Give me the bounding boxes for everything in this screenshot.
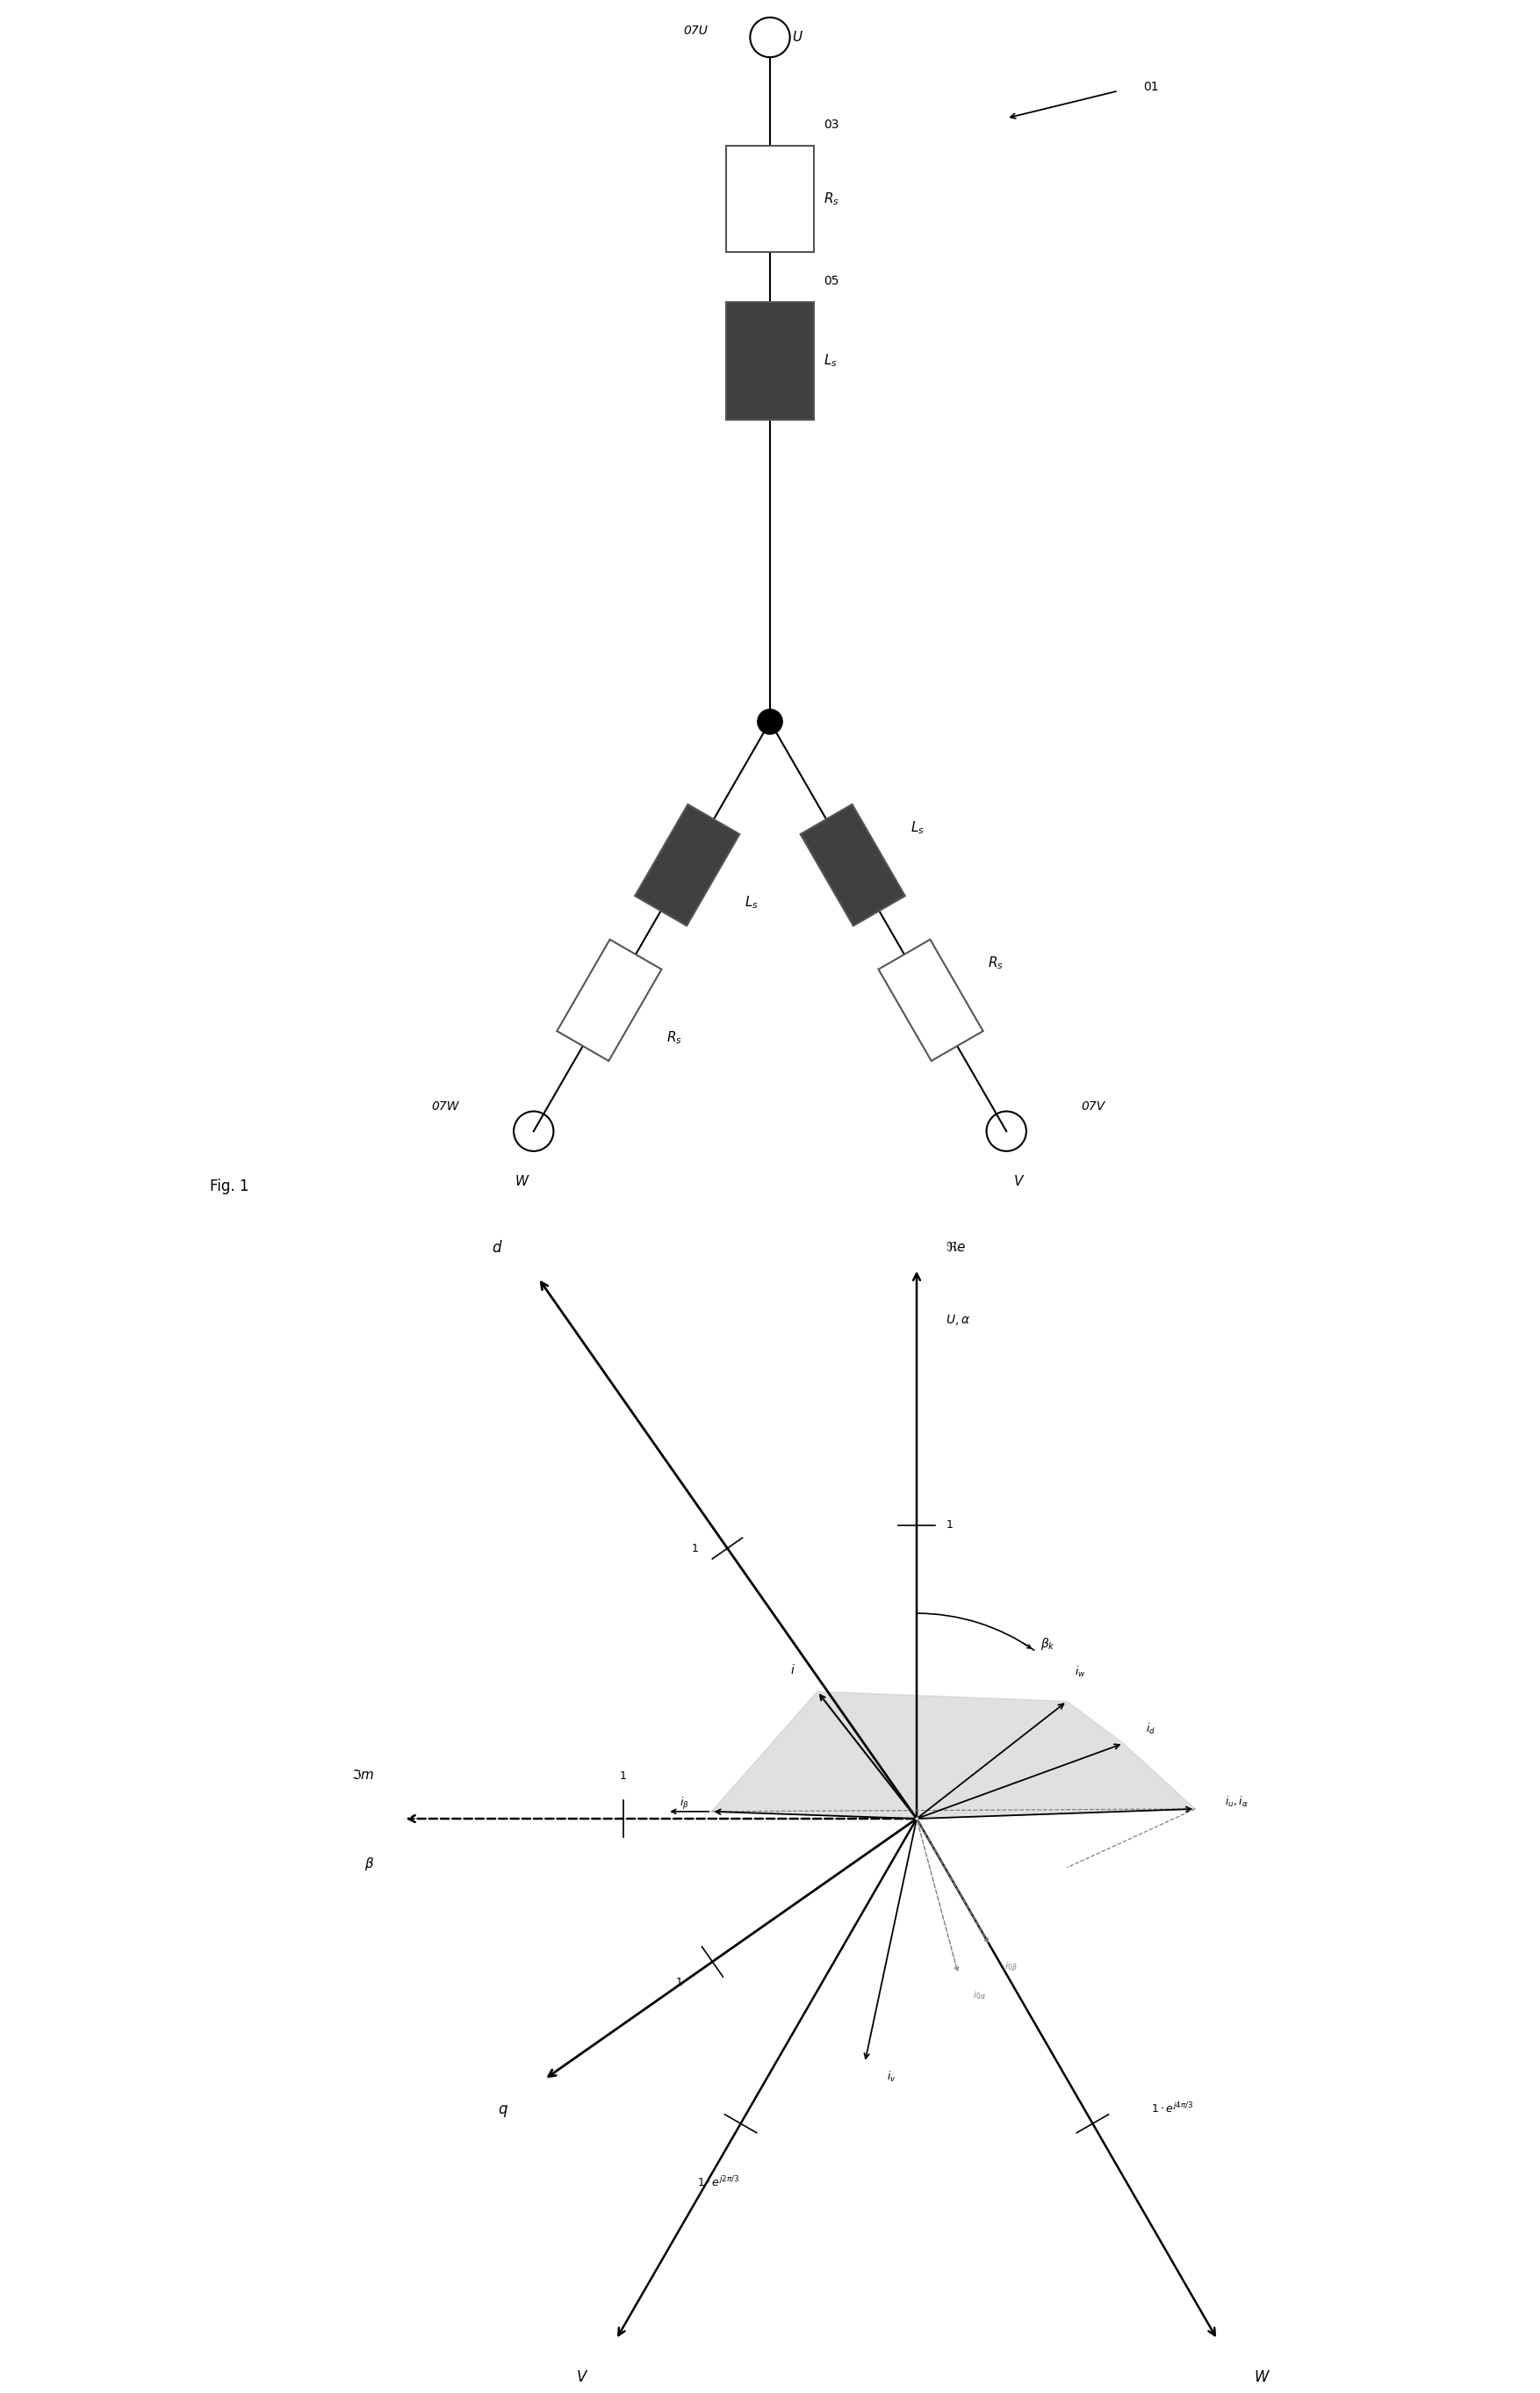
Text: W: W — [514, 1175, 528, 1187]
Text: $R_s$: $R_s$ — [665, 1029, 682, 1046]
Text: q: q — [499, 2101, 508, 2118]
Text: $R_s$: $R_s$ — [987, 955, 1003, 972]
Text: 05: 05 — [824, 275, 839, 287]
Text: $i_d$: $i_d$ — [1146, 1723, 1155, 1735]
Bar — [727, 302, 813, 421]
Text: $i_\beta$: $i_\beta$ — [681, 1797, 690, 1812]
Text: $1 \cdot e^{j4\pi/3}$: $1 \cdot e^{j4\pi/3}$ — [1152, 2101, 1194, 2115]
Text: $\beta$: $\beta$ — [363, 1855, 374, 1871]
Text: 01: 01 — [1143, 81, 1158, 93]
Text: $U, \alpha$: $U, \alpha$ — [946, 1314, 970, 1326]
Polygon shape — [711, 1692, 1195, 1819]
Text: 1: 1 — [691, 1543, 698, 1553]
Text: 1: 1 — [676, 1977, 684, 1989]
Text: 07V: 07V — [1081, 1101, 1106, 1113]
Text: 1: 1 — [946, 1520, 953, 1532]
Text: d: d — [493, 1240, 502, 1256]
Text: $R_s$: $R_s$ — [824, 191, 839, 208]
Text: $i_{0\beta}$: $i_{0\beta}$ — [1004, 1960, 1018, 1974]
Text: Fig. 1: Fig. 1 — [209, 1180, 249, 1194]
Text: $L_s$: $L_s$ — [745, 895, 759, 912]
Text: $L_s$: $L_s$ — [910, 818, 924, 835]
Text: $i_w$: $i_w$ — [1075, 1666, 1086, 1680]
Text: 03: 03 — [824, 120, 839, 132]
Text: $\beta_k$: $\beta_k$ — [1041, 1637, 1055, 1651]
Text: $L_s$: $L_s$ — [824, 352, 838, 369]
Text: 07W: 07W — [431, 1101, 459, 1113]
Polygon shape — [801, 804, 906, 926]
Circle shape — [758, 708, 782, 735]
Polygon shape — [557, 940, 662, 1060]
Text: 1: 1 — [621, 1771, 627, 1783]
Bar — [727, 146, 813, 251]
Polygon shape — [878, 940, 983, 1060]
Text: $1 \cdot e^{j2\pi/3}$: $1 \cdot e^{j2\pi/3}$ — [698, 2175, 739, 2190]
Text: $i_u, i_\alpha$: $i_u, i_\alpha$ — [1224, 1795, 1247, 1809]
Text: V: V — [576, 2369, 587, 2386]
Text: $i_v$: $i_v$ — [887, 2070, 896, 2084]
Text: $i$: $i$ — [790, 1663, 795, 1677]
Text: 07U: 07U — [684, 24, 708, 38]
Text: $\Re e$: $\Re e$ — [946, 1240, 966, 1254]
Text: V: V — [1015, 1175, 1024, 1187]
Polygon shape — [634, 804, 739, 926]
Text: W: W — [1254, 2369, 1269, 2386]
Text: U: U — [793, 31, 802, 43]
Text: $i_{0\alpha}$: $i_{0\alpha}$ — [973, 1989, 986, 2001]
Text: $\Im m$: $\Im m$ — [351, 1768, 374, 1783]
